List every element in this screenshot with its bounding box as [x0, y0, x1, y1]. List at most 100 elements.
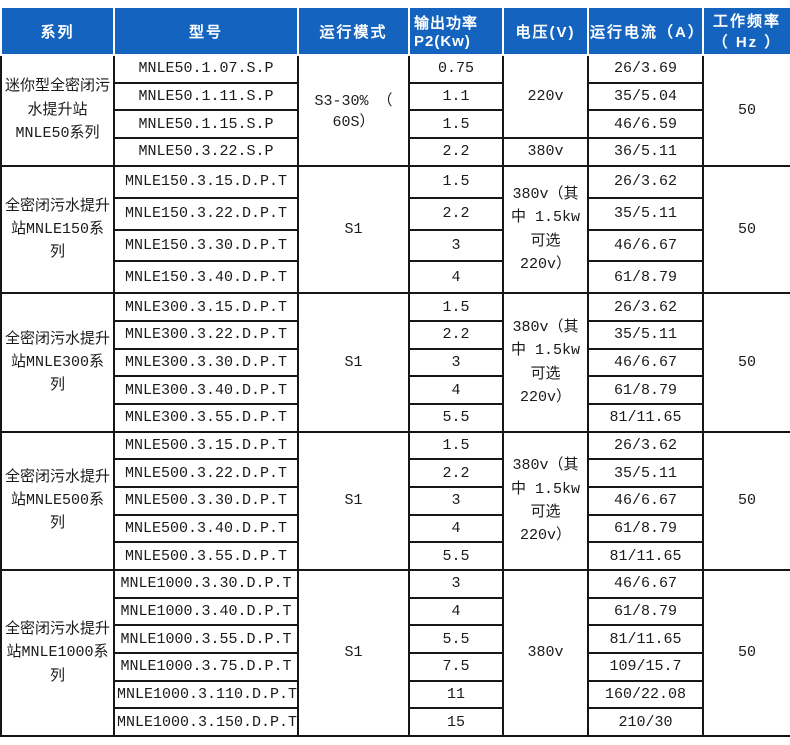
current-cell: 46/6.67 [587, 228, 704, 263]
table-row: MNLE150.3.40.D.P.T 4 61/8.79 [1, 260, 790, 295]
current-cell: 26/3.62 [587, 292, 704, 323]
power-cell: 5.5 [408, 624, 504, 654]
current-cell: 61/8.79 [587, 375, 704, 405]
table-row: MNLE1000.3.40.D.P.T 4 61/8.79 [1, 596, 790, 627]
current-cell: 81/11.65 [587, 541, 704, 571]
power-cell: 4 [408, 596, 504, 627]
power-cell: 5.5 [408, 403, 504, 433]
current-cell: 46/6.59 [587, 109, 704, 139]
current-cell: 36/5.11 [587, 136, 704, 167]
power-cell: 1.1 [408, 81, 504, 112]
power-cell: 3 [408, 485, 504, 516]
mode-cell: S1 [297, 164, 410, 295]
power-cell: 5.5 [408, 541, 504, 571]
voltage-cell: 380v（其中 1.5kw 可选 220v） [502, 164, 589, 295]
table-row: MNLE1000.3.75.D.P.T 7.5 109/15.7 [1, 651, 790, 682]
header-mode: 运行模式 [297, 6, 410, 56]
power-cell: 3 [408, 228, 504, 263]
table-row: MNLE50.3.22.S.P 2.2 380v 36/5.11 [1, 136, 790, 167]
table-row: MNLE300.3.40.D.P.T 4 61/8.79 [1, 375, 790, 405]
model-cell: MNLE1000.3.150.D.P.T [113, 707, 299, 737]
power-cell: 11 [408, 679, 504, 710]
table-row: MNLE300.3.30.D.P.T 3 46/6.67 [1, 347, 790, 378]
table-row: MNLE1000.3.150.D.P.T 15 210/30 [1, 707, 790, 737]
current-cell: 35/5.11 [587, 458, 704, 488]
current-cell: 109/15.7 [587, 651, 704, 682]
table-row: MNLE50.1.15.S.P 1.5 46/6.59 [1, 109, 790, 139]
model-cell: MNLE150.3.15.D.P.T [113, 164, 299, 199]
voltage-cell: 380v（其中 1.5kw 可选 220v） [502, 292, 589, 433]
model-cell: MNLE150.3.40.D.P.T [113, 260, 299, 295]
mode-cell: S1 [297, 292, 410, 433]
series-cell: 全密闭污水提升站MNLE300系列 [0, 292, 115, 433]
power-cell: 1.5 [408, 430, 504, 461]
current-cell: 46/6.67 [587, 485, 704, 516]
power-cell: 1.5 [408, 292, 504, 323]
table-row: 全密闭污水提升站MNLE1000系列 MNLE1000.3.30.D.P.T S… [0, 568, 790, 738]
power-cell: 3 [408, 568, 504, 599]
model-cell: MNLE50.3.22.S.P [113, 136, 299, 167]
current-cell: 210/30 [587, 707, 704, 737]
power-cell: 4 [408, 260, 504, 295]
current-cell: 61/8.79 [587, 596, 704, 627]
table-row: MNLE500.3.30.D.P.T 3 46/6.67 [1, 485, 790, 516]
power-cell: 0.75 [408, 54, 504, 84]
model-cell: MNLE500.3.30.D.P.T [113, 485, 299, 516]
current-cell: 26/3.62 [587, 430, 704, 461]
header-frequency: 工作频率 （ Hz ） [702, 6, 790, 56]
current-cell: 61/8.79 [587, 260, 704, 295]
current-cell: 46/6.67 [587, 347, 704, 378]
voltage-cell: 380v [502, 136, 589, 167]
current-cell: 46/6.67 [587, 568, 704, 599]
table-row: MNLE300.3.22.D.P.T 2.2 35/5.11 [1, 320, 790, 350]
current-cell: 160/22.08 [587, 679, 704, 710]
current-cell: 81/11.65 [587, 403, 704, 433]
table-row: MNLE1000.3.55.D.P.T 5.5 81/11.65 [1, 624, 790, 654]
frequency-cell: 50 [702, 430, 790, 571]
model-cell: MNLE300.3.22.D.P.T [113, 320, 299, 350]
current-cell: 81/11.65 [587, 624, 704, 654]
mode-cell: S3-30% （ 60S） [297, 54, 410, 167]
spec-table: 系列 型号 运行模式 输出功率 P2(Kw) 电压(V) 运行电流（A） 工作频… [0, 6, 790, 738]
table-header: 系列 型号 运行模式 输出功率 P2(Kw) 电压(V) 运行电流（A） 工作频… [0, 6, 790, 56]
model-cell: MNLE300.3.30.D.P.T [113, 347, 299, 378]
table-row: 全密闭污水提升站MNLE500系列 MNLE500.3.15.D.P.T S1 … [0, 430, 790, 571]
frequency-cell: 50 [702, 164, 790, 295]
mode-cell: S1 [297, 430, 410, 571]
model-cell: MNLE50.1.15.S.P [113, 109, 299, 139]
voltage-cell: 380v [502, 568, 589, 738]
table-row: MNLE300.3.55.D.P.T 5.5 81/11.65 [1, 403, 790, 433]
table-row: MNLE1000.3.110.D.P.T 11 160/22.08 [1, 679, 790, 710]
voltage-cell: 220v [502, 54, 589, 139]
power-cell: 15 [408, 707, 504, 737]
model-cell: MNLE1000.3.75.D.P.T [113, 651, 299, 682]
model-cell: MNLE1000.3.40.D.P.T [113, 596, 299, 627]
series-cell: 全密闭污水提升站MNLE150系列 [0, 164, 115, 295]
frequency-cell: 50 [702, 568, 790, 738]
power-cell: 2.2 [408, 458, 504, 488]
power-cell: 1.5 [408, 164, 504, 199]
model-cell: MNLE1000.3.55.D.P.T [113, 624, 299, 654]
current-cell: 35/5.11 [587, 196, 704, 231]
table-row: MNLE500.3.22.D.P.T 2.2 35/5.11 [1, 458, 790, 488]
current-cell: 26/3.62 [587, 164, 704, 199]
header-model: 型号 [113, 6, 299, 56]
frequency-cell: 50 [702, 54, 790, 167]
header-series: 系列 [0, 6, 115, 56]
model-cell: MNLE500.3.15.D.P.T [113, 430, 299, 461]
header-voltage: 电压(V) [502, 6, 589, 56]
model-cell: MNLE500.3.22.D.P.T [113, 458, 299, 488]
power-cell: 3 [408, 347, 504, 378]
header-power: 输出功率 P2(Kw) [408, 6, 504, 56]
series-cell: 全密闭污水提升站MNLE500系列 [0, 430, 115, 571]
series-cell: 全密闭污水提升站MNLE1000系列 [0, 568, 115, 738]
power-cell: 7.5 [408, 651, 504, 682]
current-cell: 61/8.79 [587, 513, 704, 544]
table-row: 全密闭污水提升站MNLE300系列 MNLE300.3.15.D.P.T S1 … [0, 292, 790, 433]
power-cell: 1.5 [408, 109, 504, 139]
table-row: MNLE500.3.40.D.P.T 4 61/8.79 [1, 513, 790, 544]
model-cell: MNLE300.3.40.D.P.T [113, 375, 299, 405]
model-cell: MNLE500.3.40.D.P.T [113, 513, 299, 544]
power-cell: 4 [408, 375, 504, 405]
voltage-cell: 380v（其中 1.5kw 可选 220v） [502, 430, 589, 571]
